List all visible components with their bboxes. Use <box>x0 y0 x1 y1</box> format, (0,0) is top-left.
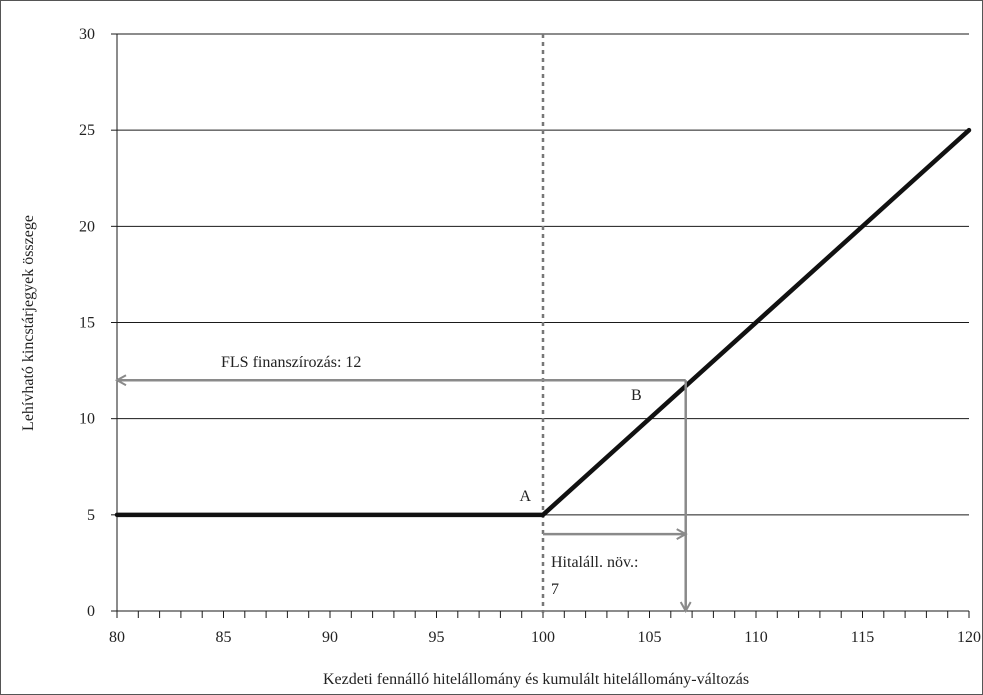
x-tick-label: 115 <box>851 629 874 646</box>
fls-annotation: FLS finanszírozás: 12 <box>221 354 361 371</box>
label-layer: A B FLS finanszírozás: 12 Hitaláll. növ.: 7 <box>221 354 642 598</box>
series-layer <box>114 127 972 518</box>
x-tick-label: 85 <box>216 629 232 646</box>
x-tick-label: 95 <box>429 629 445 646</box>
credit-growth-annotation-line2: 7 <box>551 581 559 598</box>
series-line <box>114 127 972 518</box>
y-tick-label: 15 <box>79 315 95 332</box>
point-label-a: A <box>519 488 531 505</box>
x-tick-label: 105 <box>638 629 662 646</box>
x-axis-title: Kezdeti fennálló hitelállomány és kumulá… <box>323 671 749 688</box>
y-tick-label: 0 <box>87 603 95 620</box>
arrow-layer <box>117 380 686 611</box>
x-tick-label: 110 <box>744 629 767 646</box>
point-label-b: B <box>631 387 642 404</box>
y-tick-label: 5 <box>87 507 95 524</box>
credit-growth-annotation-line1: Hitaláll. növ.: <box>551 554 638 571</box>
x-tick-label: 90 <box>322 629 338 646</box>
x-tick-label: 80 <box>109 629 125 646</box>
y-tick-label: 10 <box>79 411 95 428</box>
y-tick-label: 20 <box>79 218 95 235</box>
y-tick-label: 25 <box>79 122 95 139</box>
x-tick-label: 100 <box>531 629 555 646</box>
y-axis-title: Lehívható kincstárjegyek összege <box>20 215 37 431</box>
y-tick-label: 30 <box>79 26 95 43</box>
x-tick-label: 120 <box>957 629 981 646</box>
axes: 0 5 10 15 20 25 30 80 85 90 95 100 105 110 115 120 <box>79 26 981 646</box>
